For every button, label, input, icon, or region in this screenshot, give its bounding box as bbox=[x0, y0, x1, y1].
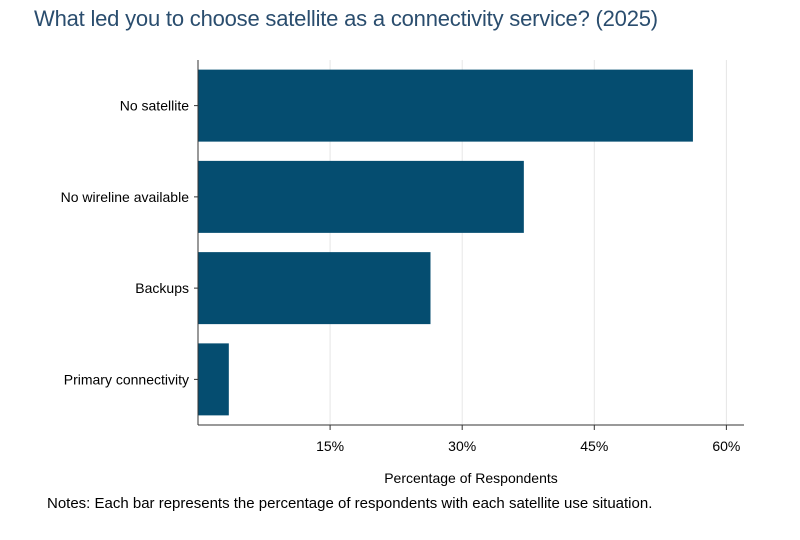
category-label-no-satellite: No satellite bbox=[120, 98, 189, 114]
bar-backups bbox=[198, 252, 431, 325]
x-tick-label-60: 60% bbox=[712, 438, 740, 454]
bars bbox=[198, 69, 693, 416]
bar-no-wireline-available bbox=[198, 160, 524, 233]
axes bbox=[194, 60, 744, 430]
bar-no-satellite bbox=[198, 69, 693, 142]
chart-title: What led you to choose satellite as a co… bbox=[34, 6, 658, 31]
category-label-no-wireline-available: No wireline available bbox=[61, 189, 190, 205]
category-label-backups: Backups bbox=[135, 280, 189, 296]
chart-notes: Notes: Each bar represents the percentag… bbox=[47, 495, 653, 512]
x-tick-label-15: 15% bbox=[316, 438, 344, 454]
x-tick-label-45: 45% bbox=[580, 438, 608, 454]
x-tick-label-30: 30% bbox=[448, 438, 476, 454]
tick-labels: 15% 30% 45% 60% bbox=[316, 438, 740, 454]
bar-primary-connectivity bbox=[198, 343, 229, 416]
x-axis-label: Percentage of Respondents bbox=[384, 470, 558, 486]
category-labels: No satellite No wireline available Backups… bbox=[61, 98, 190, 388]
category-label-primary-connectivity: Primary connectivity bbox=[64, 371, 189, 387]
